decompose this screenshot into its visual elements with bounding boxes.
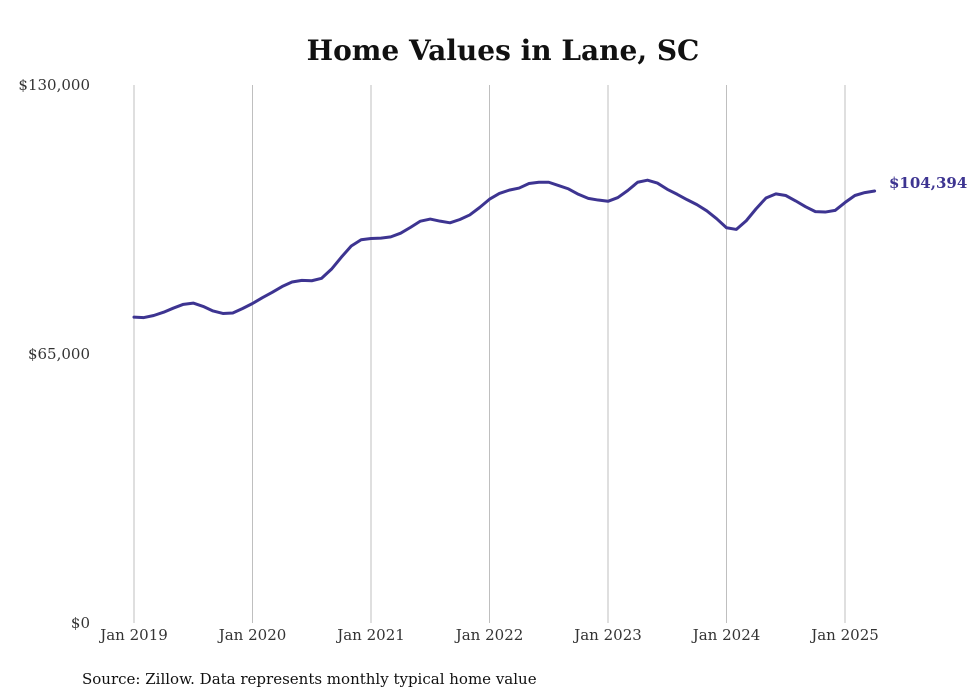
chart-title: Home Values in Lane, SC	[307, 34, 700, 67]
x-tick-label: Jan 2022	[454, 626, 524, 644]
x-axis: Jan 2019 Jan 2020 Jan 2021 Jan 2022 Jan 2023…	[98, 626, 879, 644]
x-tick-label: Jan 2020	[217, 626, 287, 644]
y-tick-label: $65,000	[28, 345, 90, 363]
grid-lines	[133, 85, 846, 623]
x-tick-label: Jan 2019	[98, 626, 168, 644]
series-line	[132, 178, 877, 320]
y-axis: $0 $65,000 $130,000	[18, 76, 90, 632]
y-tick-label: $0	[71, 614, 90, 632]
source-note: Source: Zillow. Data represents monthly …	[82, 670, 537, 688]
x-tick-label: Jan 2025	[809, 626, 879, 644]
x-tick-label: Jan 2021	[335, 626, 405, 644]
y-tick-label: $130,000	[18, 76, 90, 94]
end-value-label: $104,394	[889, 174, 967, 192]
x-tick-label: Jan 2023	[572, 626, 642, 644]
x-tick-label: Jan 2024	[691, 626, 761, 644]
